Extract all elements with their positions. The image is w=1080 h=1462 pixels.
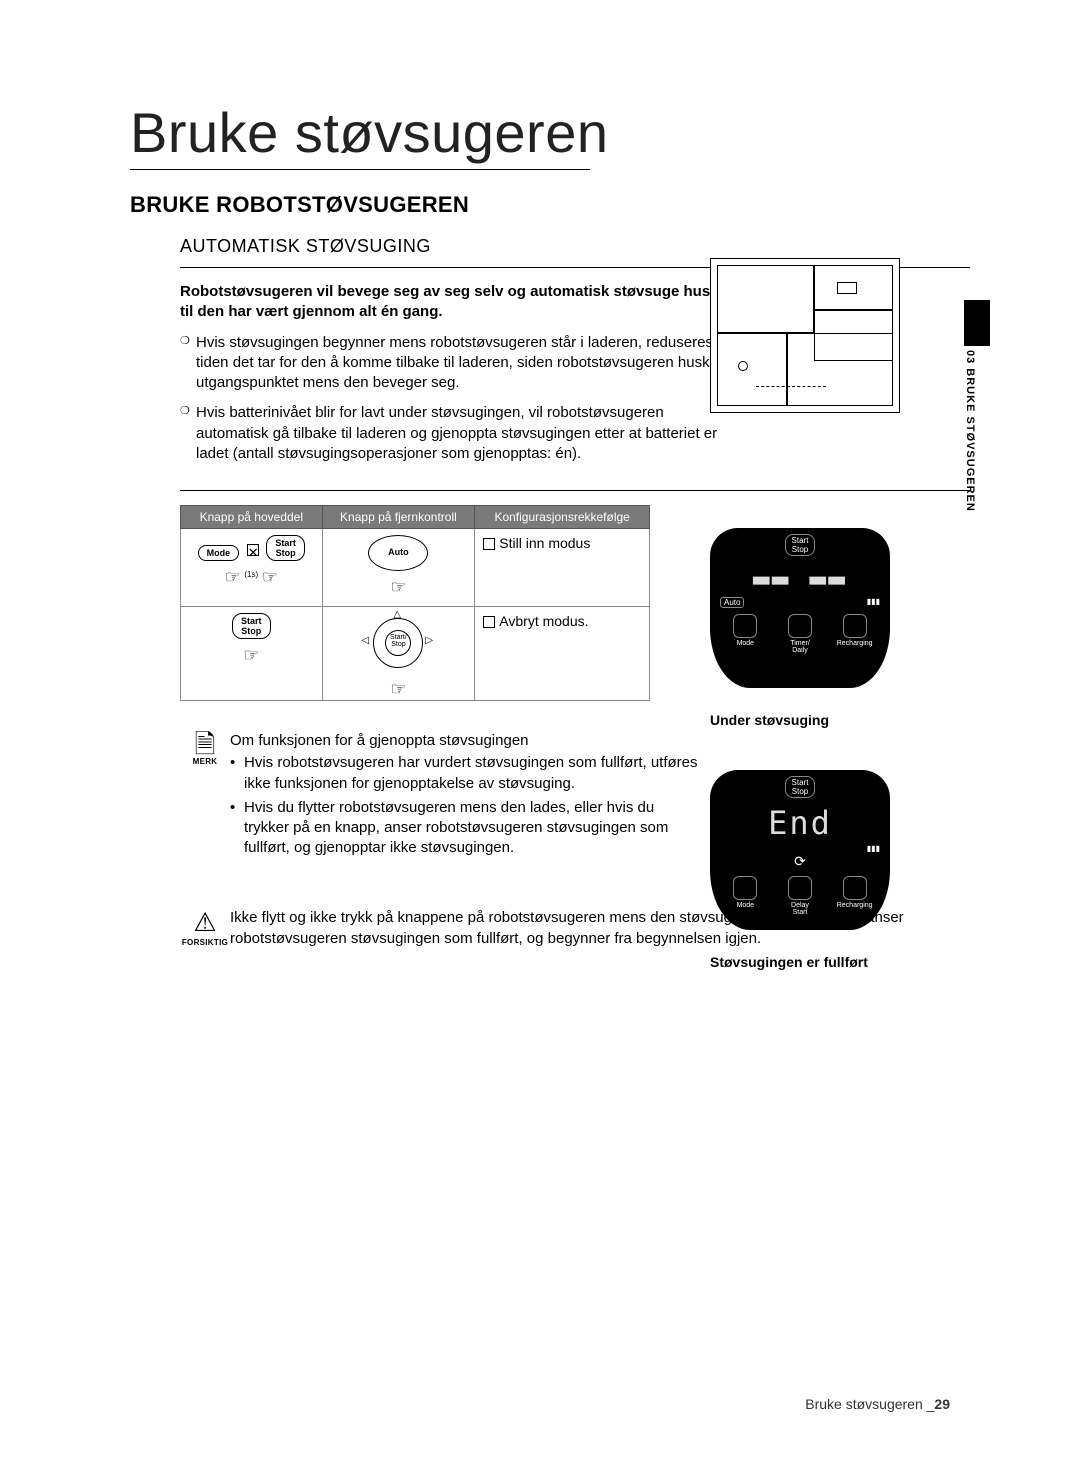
side-tab: 03 BRUKE STØVSUGEREN: [964, 300, 990, 520]
subsection-heading: AUTOMATISK STØVSUGING: [180, 236, 970, 257]
note-item: Hvis du flytter robotstøvsugeren mens de…: [230, 798, 700, 859]
battery-icon: ▮▮▮: [867, 844, 880, 853]
hand-icon: ☞: [243, 645, 259, 666]
intro-bullet: Hvis batterinivået blir for lavt under s…: [180, 403, 740, 464]
device-segment-display: ▬▬ ▬▬: [710, 562, 890, 595]
step-box-icon: [483, 538, 495, 550]
section-heading: BRUKE ROBOTSTØVSUGEREN: [130, 192, 970, 218]
page-title: Bruke støvsugeren: [130, 100, 970, 165]
remote-button-cell: Start/ Stop △ ◁ ▷ ☞: [322, 607, 475, 701]
device-button: Recharging: [836, 614, 874, 654]
device-segment-display: End: [710, 804, 890, 842]
hand-icon: ☞: [390, 679, 406, 700]
table-row: Mode ✕ Start Stop ☞ (1s) ☞ Auto ☞ Still …: [181, 529, 650, 607]
footer-text: Bruke støvsugeren _: [805, 1396, 934, 1412]
device-button: Delay Start: [781, 876, 819, 916]
page-footer: Bruke støvsugeren _29: [805, 1396, 950, 1412]
remote-button-cell: Auto ☞: [322, 529, 475, 607]
device-start-stop: Start Stop: [785, 776, 816, 798]
main-unit-button-cell: Start Stop ☞: [181, 607, 323, 701]
intro-bullet: Hvis støvsugingen begynner mens robotstø…: [180, 333, 740, 394]
device-caption: Under støvsuging: [710, 712, 890, 728]
section-separator: [180, 490, 970, 491]
hand-icon: ☞: [390, 577, 406, 598]
auto-remote-button-icon: Auto: [368, 535, 428, 571]
battery-icon: ▮▮▮: [867, 597, 880, 608]
sequence-text: Avbryt modus.: [499, 613, 588, 629]
step-box-icon: [483, 616, 495, 628]
device-button: Mode: [726, 876, 764, 916]
page-number: 29: [934, 1396, 950, 1412]
manual-page: Bruke støvsugeren BRUKE ROBOTSTØVSUGEREN…: [0, 0, 1080, 1462]
config-table: Knapp på hoveddel Knapp på fjernkontroll…: [180, 505, 650, 701]
title-underline: [130, 169, 590, 170]
note-label: MERK: [180, 757, 230, 766]
device-button: Timer/ Daily: [781, 614, 819, 654]
device-button: Recharging: [836, 876, 874, 916]
device-display-figure: Start Stop End ▮▮▮ ⟳ Mode Delay Start Re…: [710, 770, 890, 930]
warning-icon: ⚠: [180, 907, 230, 938]
device-display-figure: Start Stop ▬▬ ▬▬ Auto ▮▮▮ Mode Timer/ Da…: [710, 528, 890, 688]
start-stop-button-icon: Start Stop: [232, 613, 271, 639]
hand-icon: ☞: [262, 567, 278, 588]
dpad-icon: Start/ Stop △ ◁ ▷: [363, 613, 433, 673]
sequence-text: Still inn modus: [499, 535, 590, 551]
device-button: Mode: [726, 614, 764, 654]
note-icon: 🗎: [180, 731, 230, 757]
floorplan-figure: [710, 258, 900, 413]
note-lead: Om funksjonen for å gjenoppta støvsuging…: [230, 731, 700, 751]
table-row: Start Stop ☞ Start/ Stop △ ◁ ▷ ☞ Avbryt …: [181, 607, 650, 701]
main-unit-button-cell: Mode ✕ Start Stop ☞ (1s) ☞: [181, 529, 323, 607]
start-stop-button-icon: Start Stop: [266, 535, 305, 561]
table-header: Knapp på fjernkontroll: [322, 506, 475, 529]
page-title-wrap: Bruke støvsugeren: [130, 100, 970, 170]
note-item: Hvis robotstøvsugeren har vurdert støvsu…: [230, 753, 700, 794]
sequence-cell: Still inn modus: [475, 529, 650, 607]
intro-bold: Robotstøvsugeren vil bevege seg av seg s…: [180, 282, 740, 323]
mode-button-icon: Mode: [198, 545, 240, 561]
hand-icon: ☞: [225, 567, 241, 588]
device-start-stop: Start Stop: [785, 534, 816, 556]
caution-label: FORSIKTIG: [180, 938, 230, 947]
table-header: Knapp på hoveddel: [181, 506, 323, 529]
recharge-icon: ⟳: [710, 853, 890, 870]
sequence-cell: Avbryt modus.: [475, 607, 650, 701]
intro-block: Robotstøvsugeren vil bevege seg av seg s…: [180, 282, 740, 464]
side-tab-label: 03 BRUKE STØVSUGEREN: [964, 346, 976, 512]
table-header: Konfigurasjonsrekkefølge: [475, 506, 650, 529]
device-caption: Støvsugingen er fullført: [710, 954, 890, 970]
device-mode-tag: Auto: [720, 597, 744, 608]
